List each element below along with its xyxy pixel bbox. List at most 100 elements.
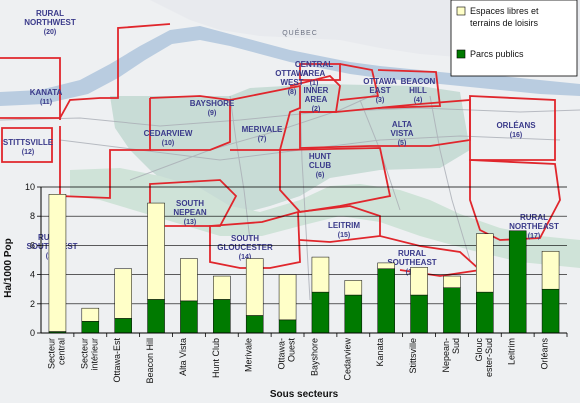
map-area-name: OTTAWA xyxy=(275,69,309,78)
map-area-code: (3) xyxy=(376,97,385,104)
bar-segment xyxy=(245,258,264,316)
x-tick-label: ester-Sud xyxy=(484,338,494,377)
map-area-name: CLUB xyxy=(309,161,331,170)
map-area-name: LEITRIM xyxy=(328,221,360,230)
x-tick-label: Hunt Club xyxy=(211,338,221,378)
map-area-name: CEDARVIEW xyxy=(144,129,193,138)
map-area-name: NORTHWEST xyxy=(24,18,76,27)
map-area-code: (10) xyxy=(162,140,174,147)
map-area-label: LEITRIM (15) xyxy=(328,221,360,239)
x-tick-label: Orléans xyxy=(540,338,550,370)
bar-segment xyxy=(508,230,527,334)
bar-segment xyxy=(278,319,297,334)
map-area-name: WEST xyxy=(280,78,303,87)
x-tick-label: Nepean- xyxy=(441,338,451,373)
map-area-name: SOUTH xyxy=(231,234,259,243)
x-tick-label: Kanata xyxy=(375,338,385,367)
map-area-name: SOUTH xyxy=(176,199,204,208)
x-tick-label: Ottawa- xyxy=(277,338,287,370)
map-area-name: STITTSVILLE xyxy=(3,138,54,147)
legend-label: Parcs publics xyxy=(470,49,524,59)
legend-box xyxy=(450,0,578,77)
bar-segment xyxy=(180,258,198,302)
map-area-code: (14) xyxy=(239,254,251,261)
map-area-name: NORTHEAST xyxy=(509,222,559,231)
legend-label: Espaces libres et xyxy=(470,6,539,16)
map-area-name: ALTA xyxy=(392,120,412,129)
map-area-name: CENTRAL xyxy=(295,60,333,69)
x-axis-title: Sous secteurs xyxy=(270,389,339,400)
x-tick-label: Stittsville xyxy=(408,338,418,374)
map-area-label: STITTSVILLE (12) xyxy=(3,138,54,156)
map-area-name: HILL xyxy=(409,86,427,95)
map-area-code: (6) xyxy=(316,172,325,179)
x-tick-label: Glouc xyxy=(474,338,484,362)
map-area-name: RURAL xyxy=(36,9,64,18)
y-tick-label: 8 xyxy=(30,211,35,221)
map-area-name: AREA xyxy=(305,95,328,104)
y-tick-label: 2 xyxy=(30,299,35,309)
map-area-code: (15) xyxy=(338,232,350,239)
bar-segment xyxy=(213,299,231,334)
map-area-name: GLOUCESTER xyxy=(217,243,273,252)
legend-label: terrains de loisirs xyxy=(470,18,539,28)
map-area-code: (7) xyxy=(258,136,267,143)
bar-segment xyxy=(114,318,132,334)
bar-segment xyxy=(410,267,428,296)
map-area-name: RURAL xyxy=(520,213,548,222)
map-area-code: (12) xyxy=(22,149,34,156)
bar-segment xyxy=(147,299,165,334)
map-area-label: BAYSHORE (9) xyxy=(190,99,235,117)
map-area-name: BEACON xyxy=(401,77,436,86)
map-area-name: SOUTHEAST xyxy=(387,258,436,267)
map-area-name: NEPEAN xyxy=(173,208,207,217)
map-area-code: (16) xyxy=(510,132,522,139)
x-tick-label: Ottawa-Est xyxy=(112,338,122,383)
bar-segment xyxy=(377,268,395,334)
map-area-label: CEDARVIEW (10) xyxy=(144,129,193,147)
bar-segment xyxy=(541,250,560,290)
legend: Espaces libres et terrains de loisirs Parc… xyxy=(450,0,578,77)
bar-segment xyxy=(410,294,428,334)
y-tick-label: 0 xyxy=(30,328,35,338)
bar-segment xyxy=(114,268,132,319)
map-area-name: INNER xyxy=(304,86,329,95)
map-area-label: MERIVALE (7) xyxy=(242,125,283,143)
map-area-name: OTTAWA xyxy=(363,77,397,86)
bar-segment xyxy=(81,321,100,334)
bar-segment xyxy=(48,194,67,332)
map-area-code: (20) xyxy=(44,29,56,36)
bar-segment xyxy=(443,287,461,334)
bar-segment xyxy=(476,291,494,334)
x-tick-label: Sud xyxy=(451,338,461,354)
map-area-code: (11) xyxy=(40,99,52,106)
x-tick-label: Secteur xyxy=(46,338,56,369)
x-tick-label: intérieur xyxy=(89,338,99,371)
bar-segment xyxy=(344,280,363,296)
bar-segment xyxy=(541,288,560,334)
x-tick-label: Secteur xyxy=(79,338,89,369)
legend-swatch xyxy=(456,6,466,16)
map-city-label: QUÉBEC xyxy=(282,28,318,37)
x-tick-label: Cedarview xyxy=(342,338,352,381)
map-area-name: HUNT xyxy=(309,152,331,161)
bar-segment xyxy=(245,315,264,334)
bar-segment xyxy=(278,274,297,321)
x-axis: Secteur central Secteur intérieur Ottawa-Est… xyxy=(41,332,568,384)
bar-segment xyxy=(377,262,395,270)
map-area-name: ORLÉANS xyxy=(496,121,536,130)
map-area-label: ORLÉANS (16) xyxy=(496,121,536,139)
bar-segment xyxy=(311,291,330,334)
map-area-code: (1) xyxy=(310,80,319,87)
bar-segment xyxy=(180,300,198,334)
legend-swatch xyxy=(456,49,466,59)
map-area-name: EAST xyxy=(369,86,390,95)
